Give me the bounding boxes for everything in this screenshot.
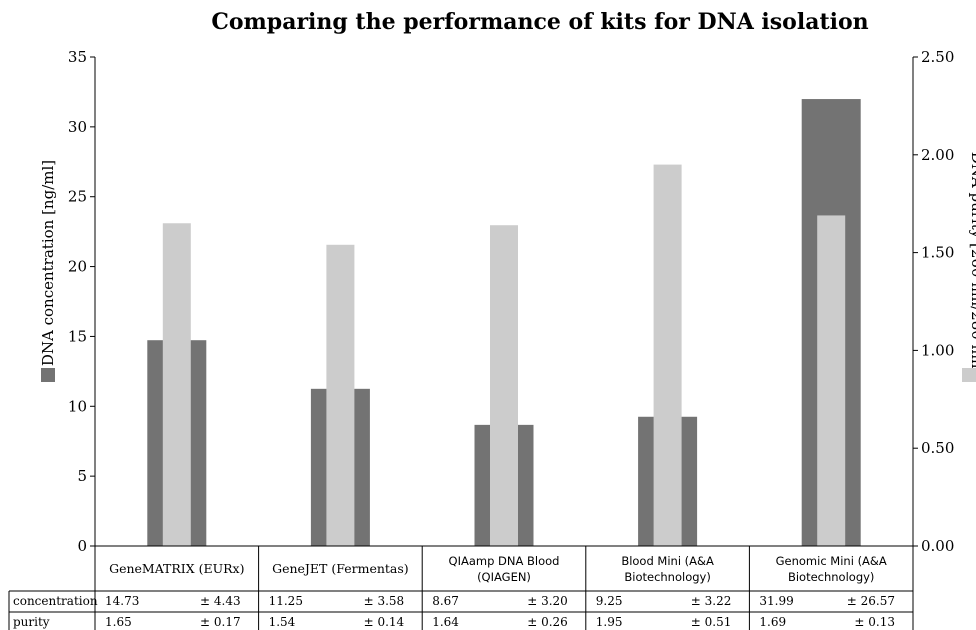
purity-error: ± 0.14 (364, 615, 405, 629)
category-label: QIAamp DNA Blood (449, 554, 560, 568)
category-label: GeneJET (Fermentas) (272, 561, 409, 576)
y-tick-label: 20 (68, 258, 87, 276)
purity-bar (326, 244, 355, 546)
concentration-value: 31.99 (759, 594, 793, 608)
y-tick-label: 0 (77, 537, 87, 555)
chart-title: Comparing the performance of kits for DN… (211, 9, 868, 35)
purity-value: 1.69 (759, 615, 786, 629)
concentration-value: 14.73 (105, 594, 139, 608)
y2-tick-label: 0.00 (921, 537, 954, 555)
data-table: concentration purity GeneMATRIX (EURx) 14… (8, 545, 914, 630)
table-cells: GeneMATRIX (EURx) 14.73 ± 4.43 1.65 ± 0.17 Ge… (105, 554, 895, 629)
y-tick-label: 10 (68, 397, 87, 415)
category-label: Biotechnology) (624, 570, 710, 584)
concentration-error: ± 3.58 (364, 594, 405, 608)
category-label: Genomic Mini (A&A (776, 554, 887, 568)
y-tick-label: 30 (68, 118, 87, 136)
left-axis-title: DNA concentration [ng/ml] (39, 160, 57, 382)
concentration-error: ± 3.22 (691, 594, 732, 608)
purity-error: ± 0.17 (200, 615, 241, 629)
purity-error: ± 0.26 (527, 615, 568, 629)
row-label-purity: purity (13, 615, 50, 629)
y2-axis: 0.00 0.50 1.00 1.50 2.00 2.50 (912, 48, 954, 555)
concentration-value: 9.25 (596, 594, 623, 608)
y2-tick-label: 1.00 (921, 341, 954, 359)
purity-bar (162, 223, 191, 546)
plot-area (147, 99, 861, 546)
y-axis: 0 5 10 15 20 25 30 35 (68, 48, 96, 555)
concentration-value: 11.25 (269, 594, 303, 608)
purity-value: 1.54 (269, 615, 296, 629)
purity-error: ± 0.51 (691, 615, 732, 629)
category-label: (QIAGEN) (477, 570, 531, 584)
purity-bar (817, 215, 846, 546)
concentration-error: ± 3.20 (527, 594, 568, 608)
concentration-legend-swatch (41, 368, 55, 382)
y2-tick-label: 1.50 (921, 244, 954, 262)
purity-value: 1.64 (432, 615, 459, 629)
right-axis-title: DNA purity [260 nm/280 nm] (962, 152, 976, 382)
purity-error: ± 0.13 (854, 615, 895, 629)
y2-axis-label: DNA purity [260 nm/280 nm] (968, 152, 976, 375)
y2-tick-label: 2.00 (921, 146, 954, 164)
category-label: GeneMATRIX (EURx) (109, 561, 244, 576)
purity-bar (653, 164, 682, 546)
purity-legend-swatch (962, 368, 976, 382)
concentration-value: 8.67 (432, 594, 459, 608)
y-tick-label: 15 (68, 327, 87, 345)
y-axis-label: DNA concentration [ng/ml] (39, 160, 57, 366)
concentration-error: ± 26.57 (847, 594, 895, 608)
y-tick-label: 5 (77, 467, 87, 485)
concentration-error: ± 4.43 (200, 594, 241, 608)
category-label: Biotechnology) (788, 570, 874, 584)
table-grid (8, 545, 914, 630)
purity-value: 1.65 (105, 615, 132, 629)
y2-tick-label: 2.50 (921, 48, 954, 66)
y-tick-label: 25 (68, 188, 87, 206)
y-tick-label: 35 (68, 48, 87, 66)
category-label: Blood Mini (A&A (621, 554, 714, 568)
row-label-concentration: concentration (13, 594, 98, 608)
purity-value: 1.95 (596, 615, 623, 629)
y2-tick-label: 0.50 (921, 439, 954, 457)
purity-bar (490, 225, 518, 546)
